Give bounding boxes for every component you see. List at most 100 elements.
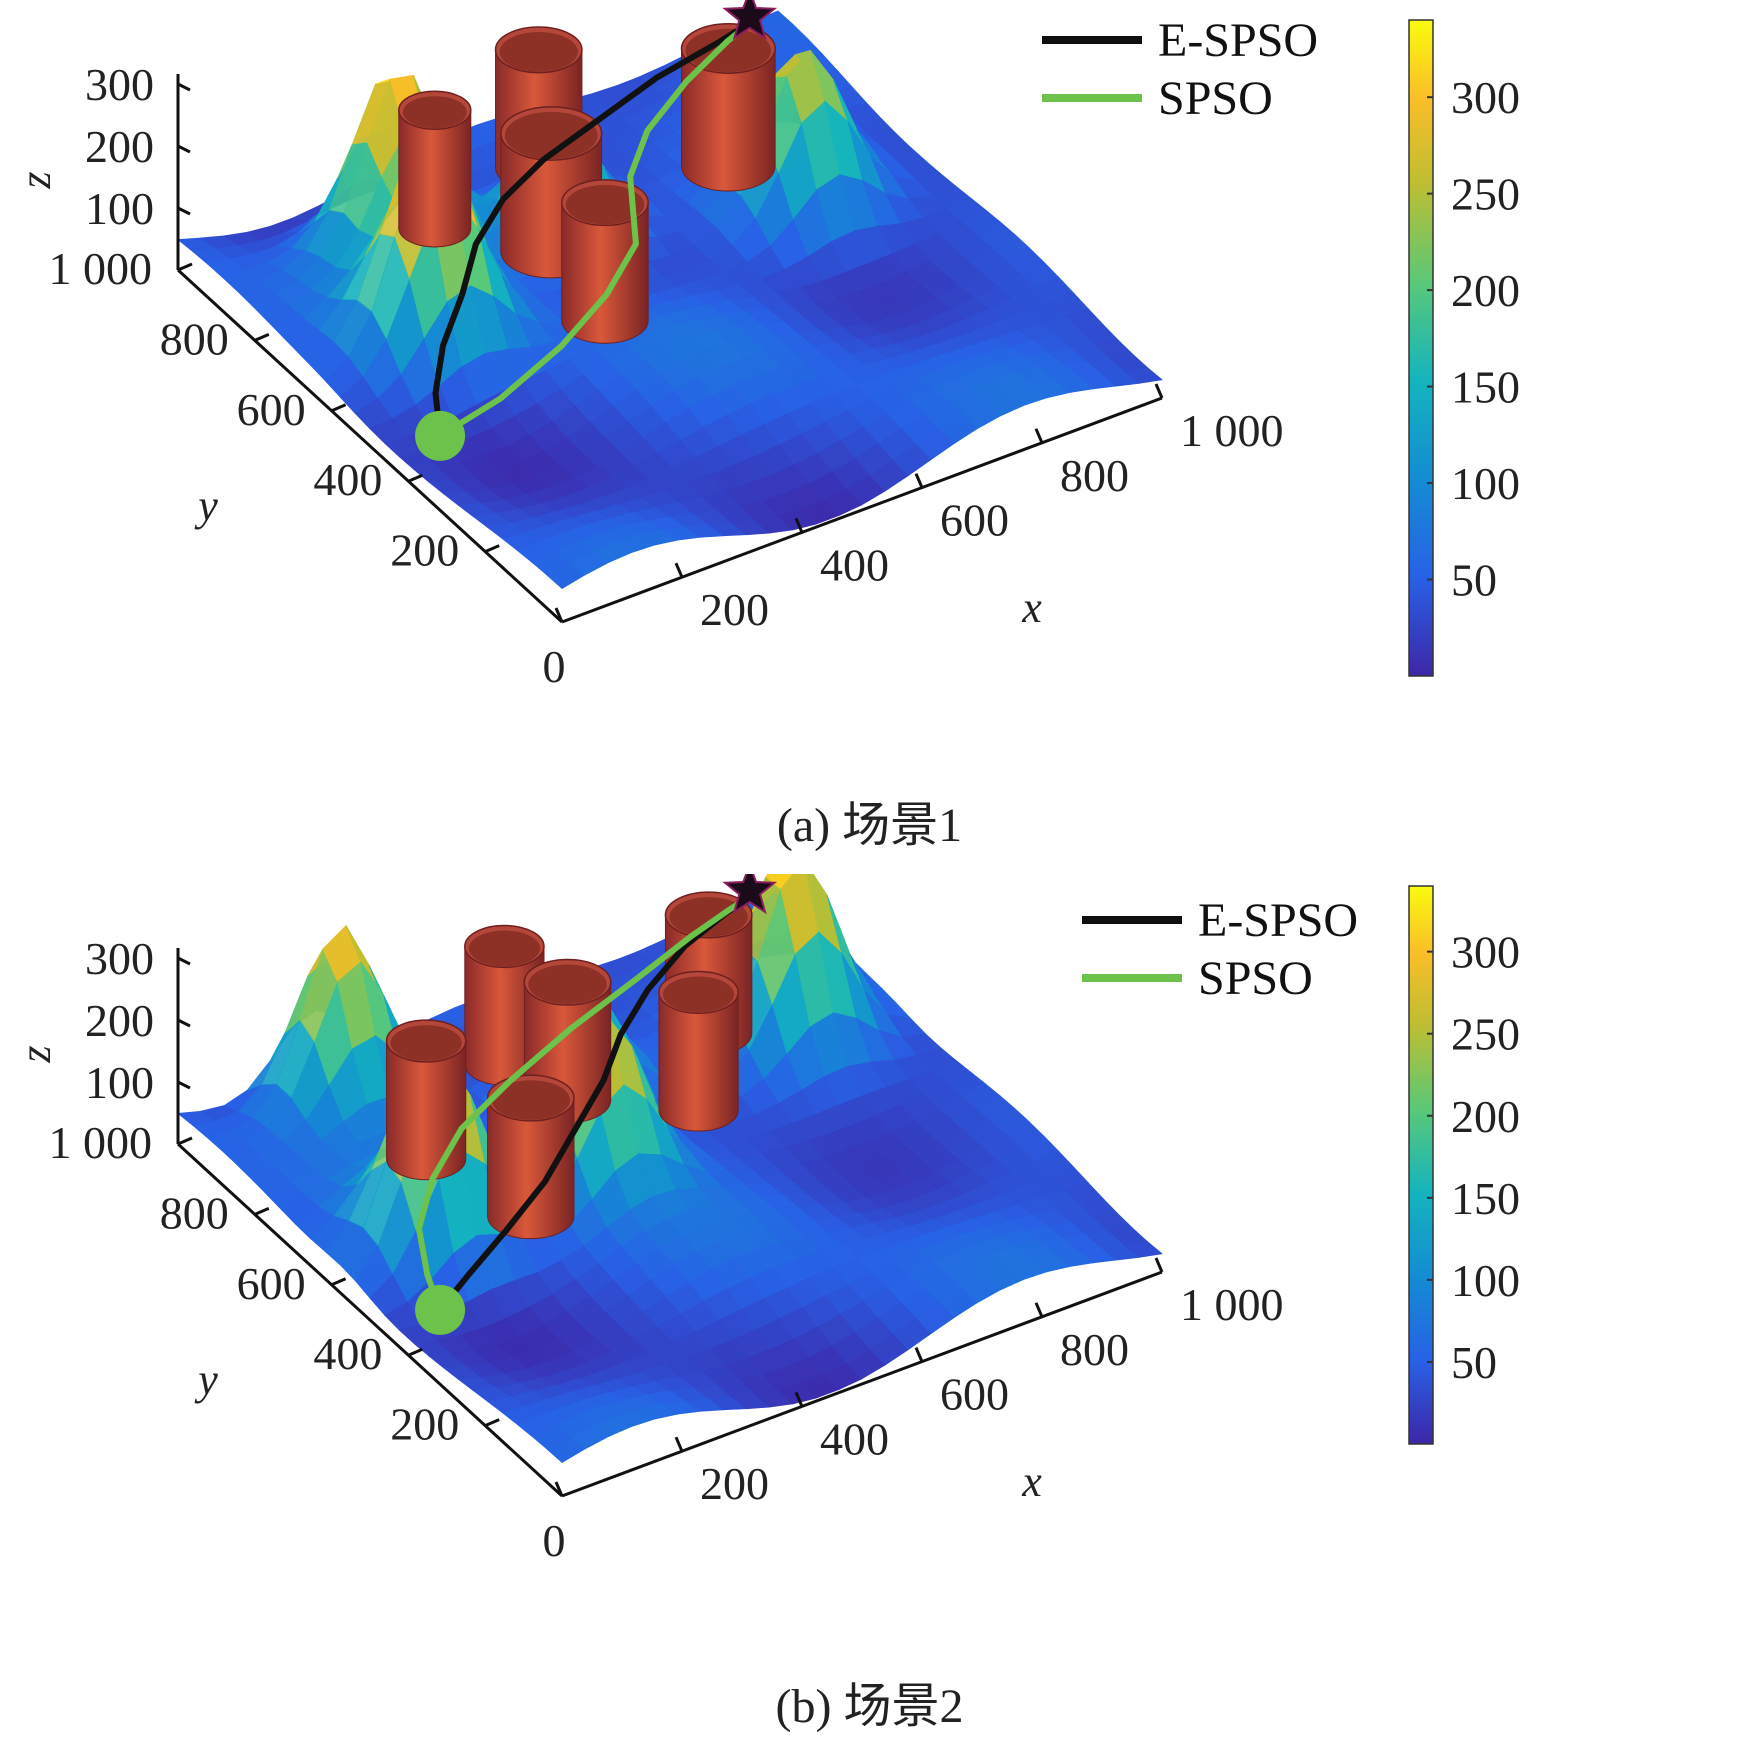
colorbar-tick-label: 50 — [1451, 1337, 1497, 1388]
path-spso — [437, 20, 753, 439]
legend-label: E-SPSO — [1158, 14, 1318, 67]
colorbar-tick-label: 250 — [1451, 169, 1520, 220]
y-tick-label: 400 — [313, 454, 382, 505]
colorbar-tick-label: 100 — [1451, 458, 1520, 509]
z-tick-mark — [177, 1018, 191, 1028]
z-tick-mark — [177, 956, 191, 966]
start-marker — [415, 410, 466, 461]
colorbar-tick-label: 50 — [1451, 555, 1497, 606]
y-tick-label: 200 — [390, 1399, 459, 1450]
x-tick-mark — [1154, 383, 1164, 399]
path-e-spso — [432, 20, 753, 439]
colorbar-gradient — [1408, 885, 1434, 1445]
x-tick-mark — [674, 1436, 684, 1452]
x-tick-mark — [1034, 428, 1044, 444]
z-axis-label: z — [11, 171, 60, 189]
colorbar-tick-label: 200 — [1451, 265, 1520, 316]
chart-b-caption: (b) 场景2 — [775, 1680, 964, 1733]
threat-cylinder — [680, 23, 776, 192]
x-axis-label: x — [1021, 583, 1042, 632]
y-tick-label: 1 000 — [49, 243, 153, 294]
y-tick-mark — [331, 1277, 347, 1287]
y-tick-label: 800 — [160, 313, 229, 364]
y-tick-mark — [407, 1347, 423, 1357]
colorbar: 50 100 150 200 250 300 — [1408, 885, 1520, 1445]
z-tick-mark — [177, 82, 191, 92]
x-axis-line — [561, 1270, 1163, 1498]
legend-label: SPSO — [1198, 952, 1313, 1005]
y-axis-line — [176, 1142, 564, 1498]
x-tick-label: 600 — [940, 495, 1009, 546]
x-tick-mark — [1154, 1257, 1164, 1273]
y-tick-label: 600 — [237, 384, 306, 435]
threat-cylinder — [486, 1074, 575, 1240]
y-tick-mark — [484, 1418, 500, 1427]
colorbar-tick-label: 300 — [1451, 927, 1520, 978]
y-tick-mark — [407, 473, 423, 483]
x-tick-label: 400 — [820, 539, 889, 590]
x-tick-label: 800 — [1060, 1324, 1129, 1375]
start-marker — [415, 1284, 466, 1335]
z-tick-mark — [177, 206, 191, 216]
z-axis-label: z — [11, 1045, 60, 1063]
x-tick-mark — [914, 473, 924, 489]
colorbar: 50 100 150 200 250 300 — [1408, 19, 1520, 677]
threat-cylinder — [398, 90, 472, 248]
threat-cylinder — [561, 179, 649, 344]
x-tick-mark — [674, 562, 684, 578]
z-tick-label: 300 — [85, 933, 154, 984]
x-tick-label: 0 — [543, 1515, 566, 1566]
z-tick-label: 200 — [85, 995, 154, 1046]
x-tick-label: 1 000 — [1180, 1279, 1284, 1330]
y-axis-label: y — [194, 1355, 218, 1404]
z-tick-label: 100 — [85, 1057, 154, 1108]
colorbar-tick-label: 300 — [1451, 72, 1520, 123]
goal-star-marker — [722, 0, 778, 41]
y-tick-label: 1 000 — [49, 1117, 153, 1168]
y-axis-label: y — [194, 481, 218, 530]
y-tick-mark — [254, 1207, 270, 1216]
x-tick-label: 0 — [543, 641, 566, 692]
colorbar-gradient — [1408, 19, 1434, 677]
x-tick-label: 200 — [700, 1458, 769, 1509]
x-tick-mark — [1034, 1302, 1044, 1318]
goal-star-marker — [722, 874, 778, 915]
y-tick-mark — [177, 262, 193, 272]
x-tick-label: 1 000 — [1180, 405, 1284, 456]
colorbar-tick-label: 100 — [1451, 1255, 1520, 1306]
x-tick-label: 600 — [940, 1369, 1009, 1420]
path-spso — [415, 894, 753, 1313]
y-tick-label: 400 — [313, 1328, 382, 1379]
colorbar-tick-label: 150 — [1451, 1173, 1520, 1224]
colorbar-tick-label: 150 — [1451, 362, 1520, 413]
y-tick-mark — [254, 333, 270, 342]
x-tick-mark — [554, 607, 564, 623]
x-tick-mark — [794, 1391, 804, 1407]
z-tick-label: 300 — [85, 59, 154, 110]
x-tick-mark — [794, 517, 804, 533]
y-tick-mark — [484, 544, 500, 553]
y-axis-line — [176, 268, 564, 624]
y-tick-label: 800 — [160, 1187, 229, 1238]
threat-cylinder — [658, 970, 739, 1132]
y-tick-label: 200 — [390, 525, 459, 576]
z-tick-label: 100 — [85, 183, 154, 234]
x-tick-label: 200 — [700, 584, 769, 635]
y-tick-label: 600 — [237, 1258, 306, 1309]
chart-a-caption: (a) 场景1 — [776, 799, 963, 852]
x-axis-line — [561, 396, 1163, 624]
path-e-spso — [437, 894, 753, 1313]
y-tick-mark — [177, 1136, 193, 1146]
z-tick-label: 200 — [85, 121, 154, 172]
colorbar-tick-label: 250 — [1451, 1009, 1520, 1060]
y-tick-mark — [331, 403, 347, 413]
legend-label: SPSO — [1158, 72, 1273, 125]
chart-panel-b: 0 200 400 600 800 1 000 200 400 600 800 1 000 100 20… — [0, 874, 1739, 1748]
z-tick-mark — [177, 144, 191, 154]
